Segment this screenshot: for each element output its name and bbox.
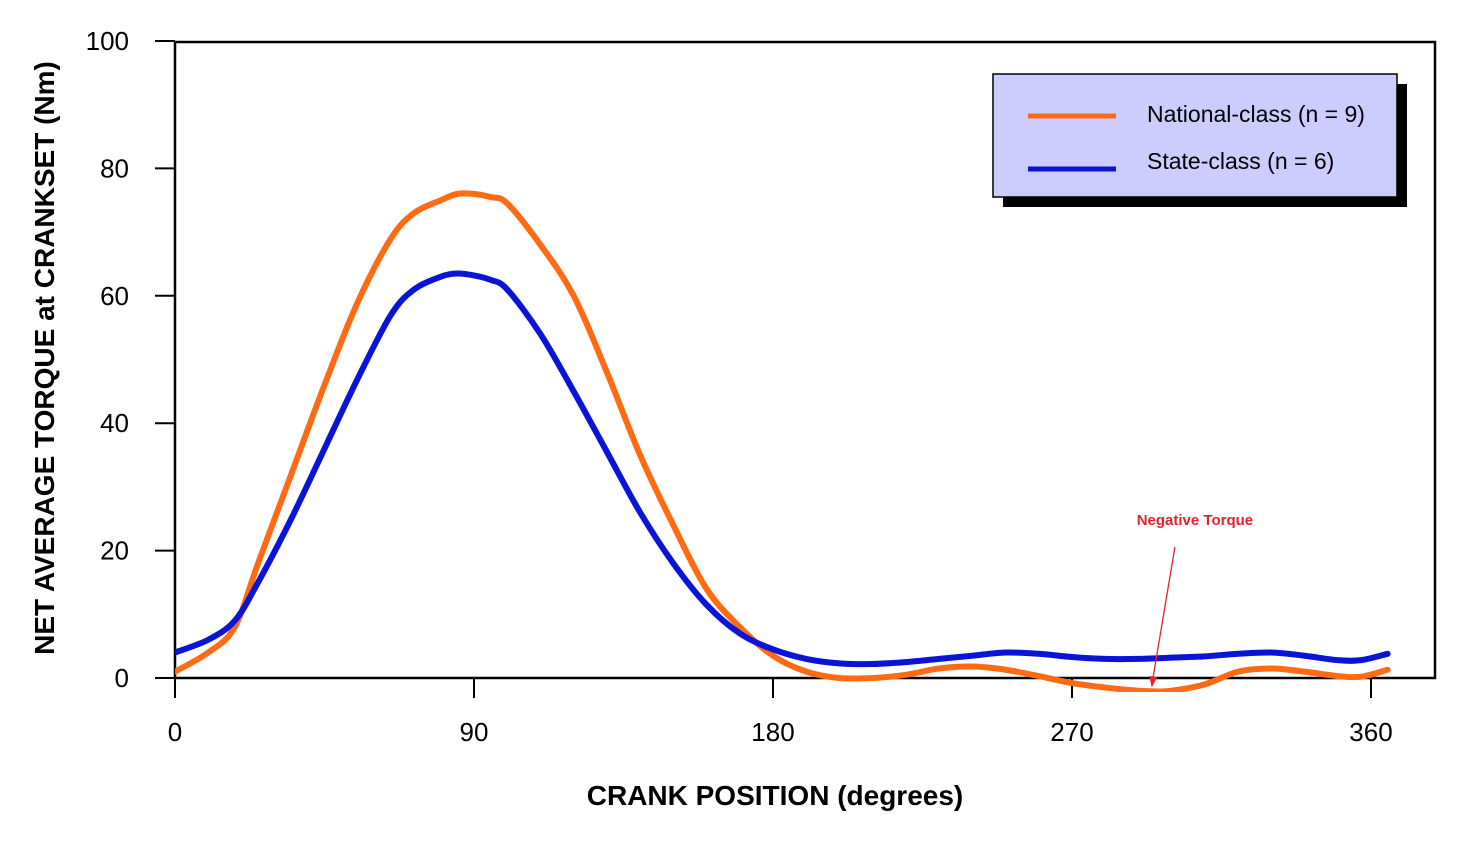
y-tick-label: 80 — [100, 153, 129, 183]
annotation-label: Negative Torque — [1137, 512, 1253, 529]
y-axis-ticks: 0 20 40 60 80 100 — [86, 26, 175, 693]
y-tick-label: 20 — [100, 536, 129, 566]
annotation-arrowhead — [1149, 675, 1158, 688]
y-tick-label: 0 — [115, 663, 129, 693]
series-line-national — [175, 190, 1391, 692]
series-layer — [175, 190, 1391, 692]
legend-box — [992, 73, 1398, 198]
x-tick-label: 90 — [460, 717, 489, 747]
annotation-arrow — [1151, 547, 1176, 686]
x-axis-title: CRANK POSITION (degrees) — [587, 780, 964, 811]
x-tick-label: 180 — [751, 717, 794, 747]
legend-label-national: National-class (n = 9) — [1147, 101, 1365, 127]
plot-frame — [173, 40, 1437, 680]
x-axis-ticks: 0 90 180 270 360 — [168, 678, 1393, 747]
y-tick-label: 100 — [86, 26, 129, 56]
y-tick-label: 60 — [100, 281, 129, 311]
series-line-state — [175, 270, 1391, 668]
annotation-layer: Negative Torque — [1137, 512, 1253, 688]
y-tick-label: 40 — [100, 408, 129, 438]
x-tick-label: 270 — [1050, 717, 1093, 747]
legend-label-state: State-class (n = 6) — [1147, 148, 1334, 174]
x-tick-label: 360 — [1349, 717, 1392, 747]
legend: National-class (n = 9) State-class (n = … — [992, 73, 1407, 207]
y-axis-title: NET AVERAGE TORQUE at CRANKSET (Nm) — [29, 61, 60, 655]
x-tick-label: 0 — [168, 717, 182, 747]
